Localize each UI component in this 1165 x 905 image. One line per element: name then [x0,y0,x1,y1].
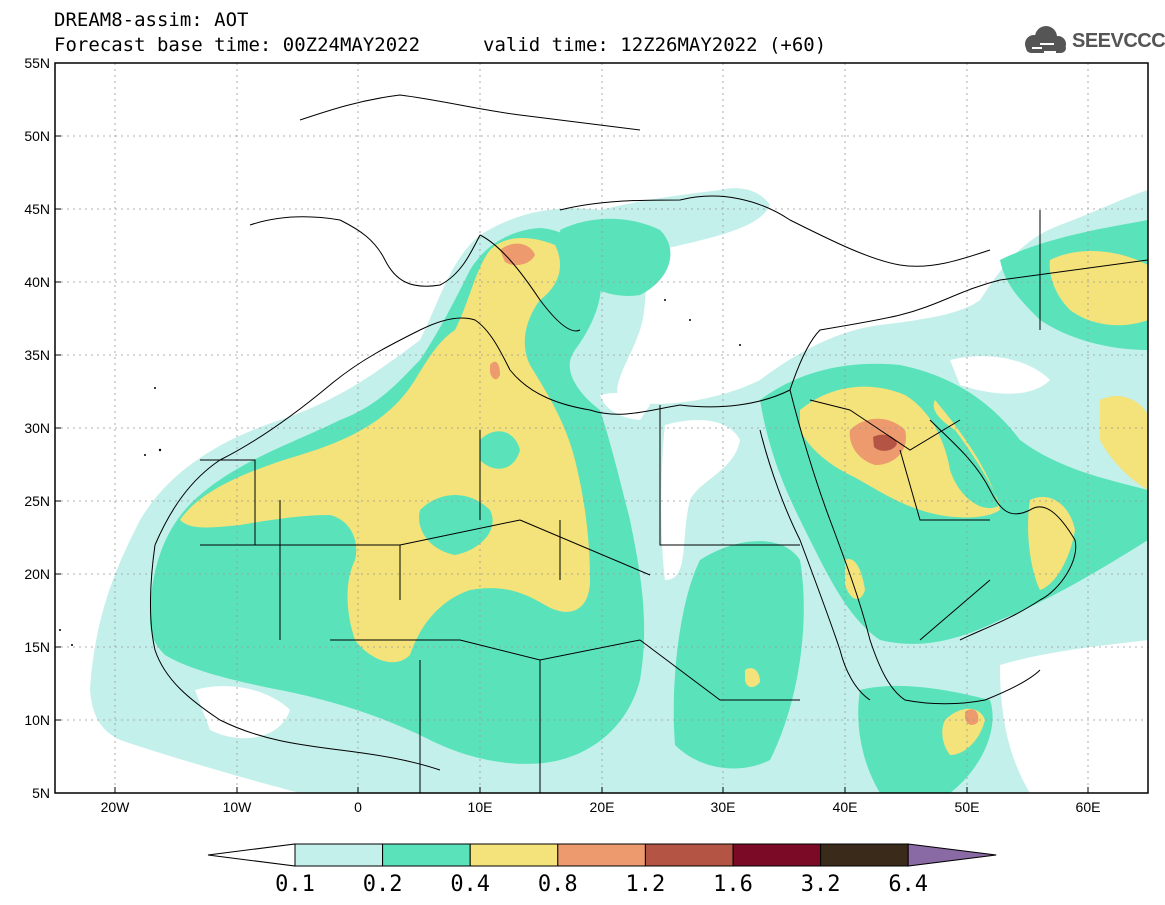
forecast-base-time: Forecast base time: 00Z24MAY2022 [54,34,421,56]
lat-tick-label: 40N [24,274,50,290]
aot-contour-red [873,434,897,451]
cloud-icon [1025,26,1066,53]
lon-tick-label: 60E [1076,799,1101,815]
lat-tick-label: 5N [32,785,50,801]
colorbar-label: 1.6 [713,872,753,897]
colorbar-label: 0.2 [362,872,403,897]
lat-tick-label: 25N [24,493,50,509]
aot-field [55,63,1148,793]
graticule [55,63,1148,793]
colorbar-swatch [382,843,471,867]
valid-time: valid time: 12Z26MAY2022 (+60) [483,34,827,56]
colorbar-swatch [820,843,909,867]
colorbar-max-arrow [907,843,997,867]
colorbar-label: 6.4 [888,872,929,897]
lon-tick-label: 20W [101,799,131,815]
lat-tick-label: 55N [24,55,50,71]
colorbar-swatch [294,843,384,867]
colorbar [207,843,997,867]
colorbar-swatch [644,843,734,867]
colorbar-label: 3.2 [800,872,841,897]
lat-tick-label: 20N [24,566,50,582]
lon-tick-label: 30E [711,799,736,815]
islands [59,299,741,646]
colorbar-label: 1.2 [625,872,666,897]
lat-tick-label: 30N [24,420,50,436]
seevccc-logo: SEEVCCC [1072,30,1165,52]
colorbar-label: 0.1 [275,872,315,897]
lon-tick-label: 0 [354,799,362,815]
lon-tick-label: 10E [468,799,493,815]
colorbar-label: 0.8 [537,872,578,897]
map-title: DREAM8-assim: AOT [54,9,249,31]
axis-ticks [55,135,1089,793]
lat-tick-label: 15N [24,639,50,655]
colorbar-swatch [469,843,559,867]
lon-tick-label: 40E [833,799,858,815]
lon-tick-label: 10W [223,799,253,815]
lat-tick-label: 45N [24,201,50,217]
lon-tick-label: 20E [590,799,615,815]
aot-contour-yellow [180,238,590,663]
coastlines [149,94,1148,793]
colorbar-swatch [732,843,822,867]
lon-tick-label: 50E [955,799,980,815]
colorbar-label: 0.4 [450,872,491,897]
colorbar-min-arrow [207,843,296,867]
colorbar-swatch [557,843,646,867]
lat-tick-label: 50N [24,128,50,144]
lat-tick-label: 10N [24,712,50,728]
lat-tick-label: 35N [24,347,50,363]
